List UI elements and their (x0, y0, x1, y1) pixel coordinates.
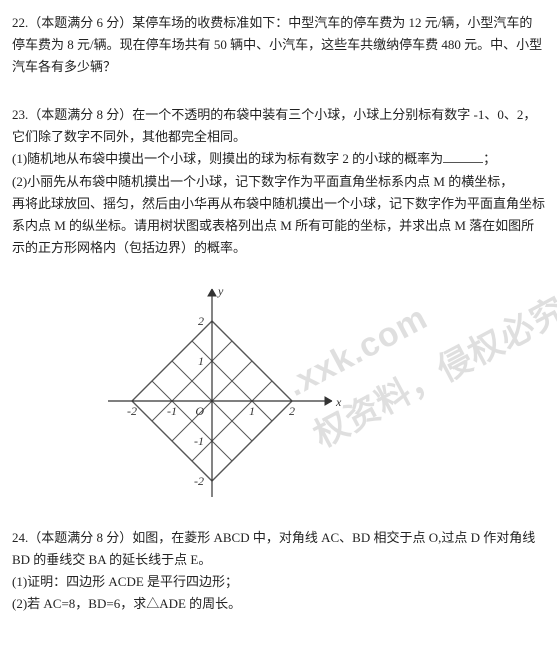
svg-text:-2: -2 (194, 474, 204, 488)
svg-text:1: 1 (198, 354, 204, 368)
question-23: 23.（本题满分 8 分）在一个不透明的布袋中装有三个小球，小球上分别标有数字 … (12, 104, 545, 501)
q24-intro: 24.（本题满分 8 分）如图，在菱形 ABCD 中，对角线 AC、BD 相交于… (12, 527, 545, 571)
q23-intro: 23.（本题满分 8 分）在一个不透明的布袋中装有三个小球，小球上分别标有数字 … (12, 104, 545, 148)
fill-blank (443, 149, 483, 163)
svg-text:1: 1 (249, 404, 255, 418)
question-24: 24.（本题满分 8 分）如图，在菱形 ABCD 中，对角线 AC、BD 相交于… (12, 527, 545, 615)
svg-text:x: x (335, 395, 342, 409)
svg-text:-1: -1 (194, 434, 204, 448)
svg-text:2: 2 (289, 404, 295, 418)
q23-part2b: 再将此球放回、摇匀，然后由小华再从布袋中随机摸出一个小球，记下数字作为平面直角坐… (12, 193, 545, 259)
q23-part1: (1)随机地从布袋中摸出一个小球，则摸出的球为标有数字 2 的小球的概率为； (12, 148, 545, 170)
svg-text:2: 2 (198, 314, 204, 328)
q23-part2a: (2)小丽先从布袋中随机摸出一个小球，记下数字作为平面直角坐标系内点 M 的横坐… (12, 171, 545, 193)
svg-text:y: y (217, 284, 224, 298)
q24-part1: (1)证明：四边形 ACDE 是平行四边形； (12, 571, 545, 593)
q24-part2: (2)若 AC=8，BD=6，求△ADE 的周长。 (12, 593, 545, 615)
svg-text:O: O (195, 404, 204, 418)
svg-text:-2: -2 (127, 404, 137, 418)
svg-text:-1: -1 (167, 404, 177, 418)
coordinate-figure: -2 -1 1 2 -2 -1 1 2 Ox y (92, 271, 352, 501)
question-22: 22.（本题满分 6 分）某停车场的收费标准如下：中型汽车的停车费为 12 元/… (12, 12, 545, 78)
q22-text: 22.（本题满分 6 分）某停车场的收费标准如下：中型汽车的停车费为 12 元/… (12, 15, 542, 74)
